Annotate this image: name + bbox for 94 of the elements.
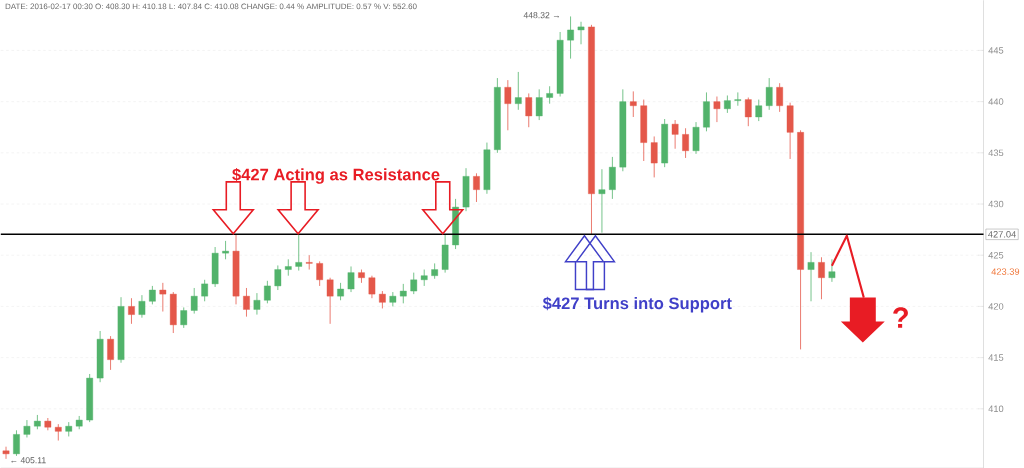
candlestick xyxy=(368,275,376,299)
candlestick xyxy=(577,21,585,45)
candlestick xyxy=(211,246,219,288)
candlestick xyxy=(96,330,104,383)
candlestick xyxy=(535,88,543,121)
y-tick-label: 410 xyxy=(988,405,1004,412)
annotation: $427 Acting as Resistance xyxy=(232,167,440,184)
candlestick xyxy=(243,287,250,317)
candlestick xyxy=(629,90,637,118)
candlestick xyxy=(138,294,146,318)
candlestick xyxy=(588,24,595,235)
ref-line-label: 427.04 xyxy=(988,230,1016,238)
candlestick xyxy=(159,282,167,312)
candlestick xyxy=(264,280,271,304)
candlestick xyxy=(410,272,418,295)
candlestick xyxy=(671,119,679,149)
candlestick xyxy=(358,268,365,284)
candlestick xyxy=(807,251,815,302)
candlestick xyxy=(776,82,783,113)
y-tick-label: 425 xyxy=(988,251,1004,259)
candlestick xyxy=(431,262,438,279)
candlestick xyxy=(682,127,689,159)
candlestick xyxy=(347,265,355,293)
candlestick xyxy=(379,290,386,309)
candlestick xyxy=(441,234,449,273)
candlestick xyxy=(13,429,20,457)
annotation: ? xyxy=(893,307,908,328)
candlestick xyxy=(305,254,313,270)
candlestick xyxy=(462,167,470,212)
candlestick xyxy=(640,98,648,162)
candlestick xyxy=(75,415,83,430)
candlestick xyxy=(755,98,763,122)
candlestick xyxy=(34,414,41,430)
annotation: 448.32 → xyxy=(523,11,560,19)
candlestick xyxy=(525,92,533,128)
candlestick xyxy=(619,88,627,172)
candlestick xyxy=(86,373,93,423)
candlestick xyxy=(713,95,721,123)
candlestick xyxy=(65,421,73,437)
candlestick xyxy=(818,256,825,300)
candlestick xyxy=(483,141,491,194)
candlestick xyxy=(514,71,522,110)
candlestick xyxy=(473,172,480,203)
annotation: ← 405.11 xyxy=(11,456,46,464)
candlestick xyxy=(703,91,710,132)
candlestick xyxy=(504,79,512,131)
candlestick xyxy=(744,96,752,127)
candlestick xyxy=(190,287,198,314)
candlestick xyxy=(598,168,606,233)
candlestick xyxy=(546,85,553,104)
candlestick xyxy=(169,291,177,334)
candlestick xyxy=(295,234,303,271)
candlestick xyxy=(128,297,135,324)
candlestick xyxy=(222,240,229,260)
candlestick xyxy=(232,234,240,305)
candlestick xyxy=(117,296,125,363)
candlestick xyxy=(494,77,501,153)
candlestick xyxy=(284,258,292,276)
candlestick xyxy=(44,417,52,431)
candlestick xyxy=(609,156,616,200)
candlestick xyxy=(797,129,804,350)
candlestick xyxy=(180,306,188,329)
candlestick xyxy=(786,102,794,160)
candlestick xyxy=(107,335,114,371)
candlestick xyxy=(399,283,407,304)
candlestick xyxy=(316,260,323,287)
candlestick xyxy=(765,77,773,110)
candlestick xyxy=(201,279,208,302)
candlestick xyxy=(828,258,836,283)
y-tick-label: 445 xyxy=(988,46,1004,54)
candlestick xyxy=(54,423,62,441)
candlestick xyxy=(274,264,282,291)
y-tick-label: 435 xyxy=(988,149,1004,156)
candlestick xyxy=(734,91,742,106)
candlestick xyxy=(650,135,658,178)
candlestick xyxy=(724,94,731,114)
candlestick xyxy=(692,121,700,155)
candlestick xyxy=(253,292,261,315)
annotation: $427 Turns into Support xyxy=(542,296,732,313)
y-tick-label: 415 xyxy=(988,354,1004,361)
y-tick-label: 420 xyxy=(988,302,1004,310)
candlestick xyxy=(389,291,397,307)
text: 423.39 xyxy=(991,268,1020,275)
candlestick xyxy=(149,285,156,305)
candlestick xyxy=(567,15,574,59)
candlestick xyxy=(2,446,10,460)
candlestick xyxy=(23,419,31,438)
y-tick-label: 440 xyxy=(988,98,1004,105)
candlestick xyxy=(337,282,344,301)
candlestick xyxy=(556,31,564,97)
y-tick-label: 430 xyxy=(988,200,1004,208)
candlestick xyxy=(661,118,668,168)
candlestick xyxy=(420,268,428,287)
candlestick xyxy=(326,277,334,324)
